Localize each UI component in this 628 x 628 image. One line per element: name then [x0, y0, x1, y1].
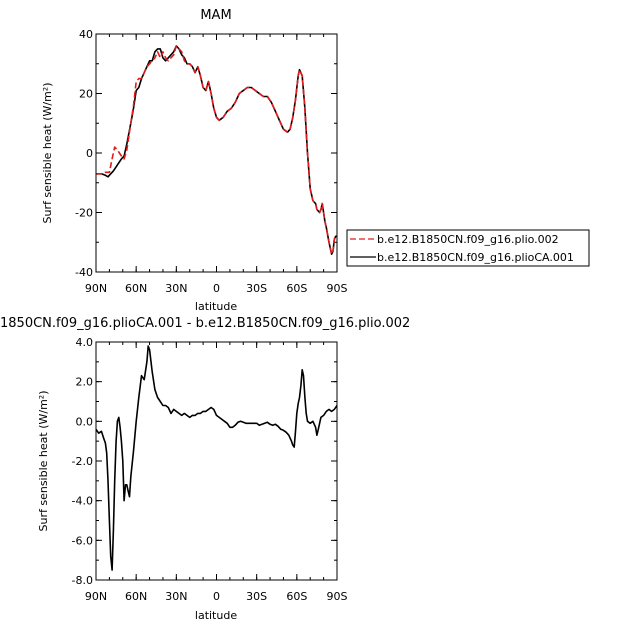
top-x-tick-label: 30S	[246, 282, 267, 295]
bottom-x-tick-label: 90N	[85, 590, 107, 603]
top-x-tick-label: 0	[213, 282, 220, 295]
top-series-line-1	[96, 45, 337, 255]
bottom-x-tick-label: 0	[213, 590, 220, 603]
legend-label-plio: b.e12.B1850CN.f09_g16.plio.002	[377, 233, 559, 246]
bottom-y-tick-label: 2.0	[76, 376, 94, 389]
bottom-y-tick-label: 0.0	[76, 415, 94, 428]
bottom-x-tick-label: 30N	[165, 590, 187, 603]
top-y-ticks: 40 20 0 -20 -40	[75, 28, 337, 279]
top-y-tick-label: 40	[79, 28, 93, 41]
bottom-x-tick-label: 90S	[327, 590, 348, 603]
bottom-x-tick-label: 30S	[246, 590, 267, 603]
bottom-xlabel: latitude	[195, 609, 237, 622]
top-plot-lines	[96, 45, 337, 255]
top-x-tick-label: 30N	[165, 282, 187, 295]
bottom-plot-frame	[95, 341, 338, 581]
bottom-panel: 1850CN.f09_g16.plioCA.001 - b.e12.B1850C…	[0, 316, 410, 622]
top-panel: MAM 40 20 0 -20 -40 90N 60N 30N 0 30S 60S 90S lati…	[41, 8, 348, 313]
top-y-tick-label: -40	[75, 266, 93, 279]
top-y-tick-label: 0	[86, 147, 93, 160]
bottom-ylabel: Surf sensible heat (W/m²)	[37, 391, 50, 532]
bottom-title: 1850CN.f09_g16.plioCA.001 - b.e12.B1850C…	[0, 316, 410, 331]
legend-box	[346, 229, 590, 267]
bottom-y-tick-label: -8.0	[72, 574, 93, 587]
legend: b.e12.B1850CN.f09_g16.plio.002 b.e12.B18…	[346, 229, 590, 267]
bottom-plot-lines	[95, 345, 338, 571]
top-series-line-0	[96, 45, 337, 255]
top-x-tick-label: 90S	[327, 282, 348, 295]
bottom-y-ticks: 4.0 2.0 0.0 -2.0 -4.0 -6.0 -8.0	[72, 336, 337, 587]
bottom-y-tick-label: 4.0	[76, 336, 94, 349]
bottom-y-tick-label: -6.0	[72, 534, 93, 547]
bottom-y-tick-label: -4.0	[72, 495, 93, 508]
top-title: MAM	[200, 8, 231, 23]
top-xlabel: latitude	[195, 300, 237, 313]
bottom-x-tick-label: 60N	[125, 590, 147, 603]
top-x-tick-label: 90N	[85, 282, 107, 295]
bottom-y-tick-label: -2.0	[72, 455, 93, 468]
legend-label-plioca: b.e12.B1850CN.f09_g16.plioCA.001	[377, 251, 574, 264]
top-x-tick-label: 60S	[286, 282, 307, 295]
top-x-ticks: 90N 60N 30N 0 30S 60S 90S	[85, 34, 348, 295]
bottom-series-line-0	[95, 345, 338, 571]
top-ylabel: Surf sensible heat (W/m²)	[41, 83, 54, 224]
bottom-x-tick-label: 60S	[286, 590, 307, 603]
bottom-x-ticks: 90N 60N 30N 0 30S 60S 90S	[85, 342, 348, 603]
top-x-tick-label: 60N	[125, 282, 147, 295]
top-y-tick-label: -20	[75, 207, 93, 220]
top-plot-frame	[95, 33, 338, 273]
top-y-tick-label: 20	[79, 88, 93, 101]
